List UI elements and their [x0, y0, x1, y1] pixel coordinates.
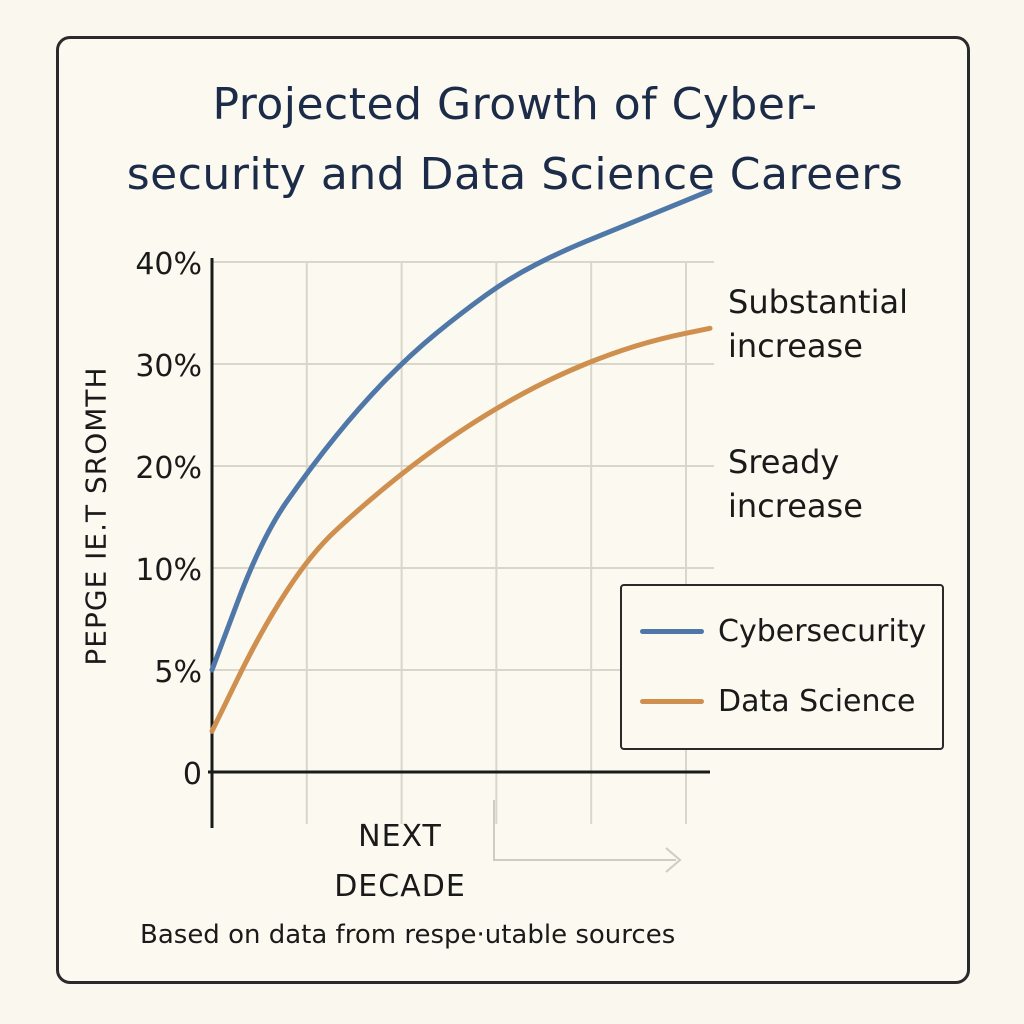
legend-item-data-science: Data Science: [640, 684, 915, 719]
chart-frame: [56, 36, 970, 984]
annotation-cybersecurity: Substantial increase: [728, 280, 948, 368]
legend-label-data-science: Data Science: [718, 684, 916, 719]
legend-label-cybersecurity: Cybersecurity: [718, 614, 927, 649]
annotation-data-science-line-2: increase: [728, 487, 863, 525]
chart-title: Projected Growth of Cyber- security and …: [60, 70, 970, 210]
y-tick-label-5: 40%: [135, 247, 202, 282]
chart-title-line-2: security and Data Science Careers: [126, 149, 904, 200]
x-axis-label: NEXT DECADE: [300, 812, 500, 912]
y-axis-label: PEPGE IE.T SROMTH: [79, 366, 113, 666]
y-tick-label-3: 20%: [135, 451, 202, 486]
annotation-data-science: Sready increase: [728, 440, 948, 528]
y-tick-label-0: 0: [183, 757, 202, 792]
annotation-data-science-line-1: Sready: [728, 443, 840, 481]
chart-title-line-1: Projected Growth of Cyber-: [212, 79, 818, 130]
annotation-cybersecurity-line-1: Substantial: [728, 283, 908, 321]
series-line-data-science: [209, 325, 713, 734]
x-arrow-icon: [665, 847, 682, 873]
footnote: Based on data from respe·utable sources: [140, 920, 676, 950]
legend-item-cybersecurity: Cybersecurity: [640, 614, 926, 649]
y-tick-label-4: 30%: [135, 349, 202, 384]
annotation-cybersecurity-line-2: increase: [728, 327, 863, 365]
y-tick-label-2: 10%: [135, 553, 202, 588]
y-tick-label-1: 5%: [154, 655, 202, 690]
x-arrow-line: [493, 800, 676, 861]
x-axis-label-line-1: NEXT: [358, 819, 442, 854]
legend: Cybersecurity Data Science: [620, 584, 944, 750]
legend-swatch-data-science: [640, 699, 704, 704]
legend-swatch-cybersecurity: [640, 629, 704, 634]
series-line-cybersecurity: [209, 188, 713, 673]
x-axis-label-line-2: DECADE: [334, 869, 466, 904]
